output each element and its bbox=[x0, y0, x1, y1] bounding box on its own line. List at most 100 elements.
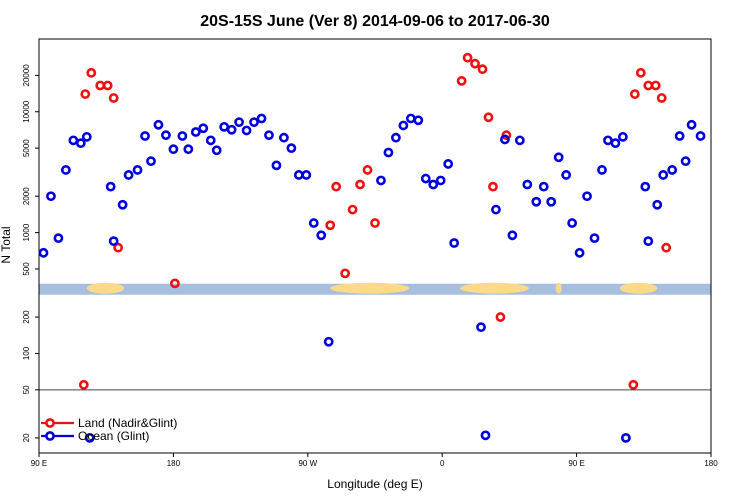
ocean-point bbox=[491, 204, 501, 215]
ocean-point bbox=[567, 218, 578, 228]
land-band-segment bbox=[619, 282, 658, 294]
ocean-point bbox=[308, 218, 319, 228]
ocean-point bbox=[500, 134, 510, 145]
ocean-point bbox=[561, 170, 572, 180]
ocean-point bbox=[620, 433, 631, 443]
ocean-point bbox=[301, 170, 312, 180]
ocean-point bbox=[405, 113, 416, 124]
ocean-point bbox=[597, 165, 607, 175]
ocean-point bbox=[476, 322, 486, 333]
ocean-point bbox=[531, 196, 542, 207]
land-point bbox=[661, 242, 672, 253]
land-point bbox=[347, 204, 358, 215]
chart-title: 20S-15S June (Ver 8) 2014-09-06 to 2017-… bbox=[200, 13, 550, 30]
ocean-point bbox=[249, 117, 259, 128]
ocean-point bbox=[391, 132, 401, 143]
legend-marker bbox=[45, 431, 55, 441]
land-point bbox=[108, 93, 119, 103]
y-tick-label: 20 bbox=[22, 433, 31, 442]
ocean-point bbox=[219, 121, 230, 132]
land-point bbox=[340, 268, 351, 279]
ocean-point bbox=[234, 117, 245, 128]
ocean-point bbox=[132, 165, 143, 175]
land-point bbox=[325, 220, 336, 231]
ocean-point bbox=[226, 124, 237, 135]
x-axis-title: Longitude (deg E) bbox=[327, 477, 422, 491]
legend-label: Land (Nadir&Glint) bbox=[78, 416, 177, 430]
ocean-point bbox=[105, 181, 116, 192]
x-tick-label: 90 W bbox=[298, 459, 317, 468]
land-point bbox=[643, 80, 654, 91]
land-point bbox=[656, 93, 667, 103]
ocean-point bbox=[546, 196, 557, 207]
land-point bbox=[169, 278, 180, 289]
ocean-point bbox=[108, 236, 119, 247]
ocean-point bbox=[323, 336, 334, 347]
ocean-point bbox=[514, 135, 525, 146]
ocean-point bbox=[53, 233, 64, 244]
land-point bbox=[629, 89, 640, 99]
ocean-point bbox=[589, 233, 600, 244]
land-band-segment bbox=[330, 282, 410, 294]
ocean-point bbox=[674, 131, 685, 141]
ocean-point bbox=[538, 181, 549, 192]
ocean-point bbox=[190, 127, 201, 137]
ocean-point bbox=[183, 144, 194, 155]
ocean-point bbox=[256, 113, 267, 124]
ocean-point bbox=[680, 156, 691, 167]
ocean-point bbox=[376, 175, 386, 186]
ocean-point bbox=[383, 147, 394, 158]
ocean-point bbox=[398, 120, 409, 131]
ocean-point bbox=[603, 135, 613, 146]
land-point bbox=[78, 379, 89, 390]
land-point bbox=[628, 379, 639, 390]
ocean-point bbox=[449, 238, 460, 248]
ocean-point bbox=[686, 119, 697, 130]
y-tick-label: 50 bbox=[22, 385, 31, 394]
ocean-point bbox=[507, 230, 518, 241]
ocean-point bbox=[522, 179, 533, 190]
x-tick-label: 90 E bbox=[31, 459, 47, 468]
ocean-point bbox=[198, 123, 209, 134]
y-tick-label: 100 bbox=[22, 346, 31, 360]
ocean-point bbox=[264, 130, 274, 141]
ocean-point bbox=[640, 181, 651, 192]
ocean-point bbox=[177, 131, 188, 141]
land-band-segment bbox=[555, 282, 562, 294]
ocean-point bbox=[695, 131, 706, 141]
x-tick-label: 180 bbox=[704, 459, 718, 468]
land-point bbox=[95, 80, 106, 91]
y-axis-title: N Total bbox=[0, 226, 13, 263]
ocean-point bbox=[68, 135, 79, 146]
land-point bbox=[102, 80, 113, 91]
ocean-point bbox=[241, 125, 252, 136]
land-point bbox=[362, 165, 373, 175]
ocean-point bbox=[643, 236, 654, 247]
ocean-point bbox=[286, 143, 297, 154]
ocean-point bbox=[652, 199, 663, 210]
plot-frame bbox=[38, 38, 712, 454]
ocean-point bbox=[205, 135, 216, 146]
ocean-point bbox=[279, 132, 289, 143]
y-tick-label: 1000 bbox=[22, 223, 31, 241]
ocean-point bbox=[81, 131, 92, 142]
x-tick-label: 0 bbox=[440, 459, 445, 468]
ocean-point bbox=[211, 145, 222, 156]
ocean-point bbox=[46, 191, 56, 202]
y-tick-label: 5000 bbox=[22, 139, 31, 157]
land-band-segment bbox=[86, 282, 125, 294]
ocean-point bbox=[293, 170, 304, 180]
land-band-segment bbox=[460, 282, 529, 294]
ocean-point bbox=[84, 433, 95, 443]
ocean-point bbox=[271, 160, 282, 171]
land-point bbox=[86, 67, 97, 78]
x-tick-label: 180 bbox=[167, 459, 181, 468]
land-point bbox=[650, 80, 661, 91]
y-tick-label: 2000 bbox=[22, 187, 31, 205]
ocean-point bbox=[316, 230, 327, 241]
land-point bbox=[331, 181, 342, 192]
ocean-point bbox=[153, 119, 164, 130]
ocean-point bbox=[610, 138, 621, 149]
ocean-point bbox=[161, 130, 171, 141]
